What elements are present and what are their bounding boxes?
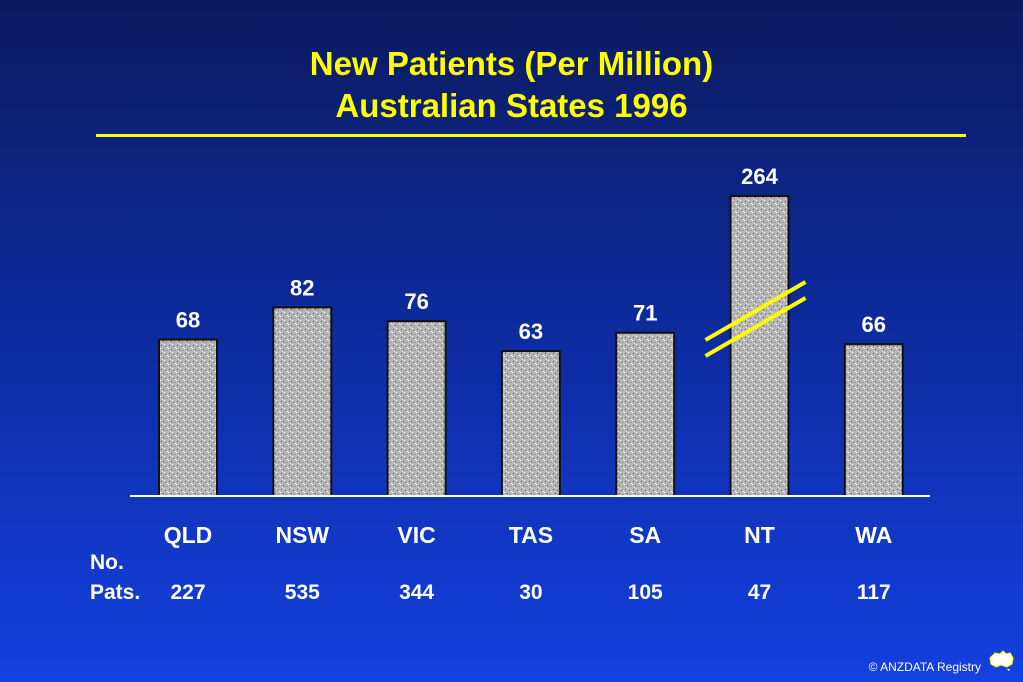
bar-sa	[615, 331, 676, 498]
category-label-sa: SA	[629, 522, 661, 548]
patients-count-wa: 117	[856, 581, 891, 604]
patients-count-qld: 227	[170, 581, 206, 604]
bar-nt	[729, 195, 790, 497]
australia-map-logo-icon	[987, 649, 1017, 676]
patients-count-vic: 344	[399, 581, 435, 604]
patients-row-label-line1: No.	[90, 551, 124, 574]
value-label-nt: 264	[741, 164, 778, 189]
value-label-qld: 68	[176, 308, 200, 333]
value-label-wa: 66	[862, 312, 886, 337]
title-underline	[96, 134, 966, 137]
patients-count-nt: 47	[747, 581, 772, 604]
bar-nsw	[272, 306, 333, 497]
bar-tas	[500, 350, 561, 497]
axis-break-line-1	[704, 280, 807, 342]
chart-subtitle: Australian States 1996	[335, 87, 688, 124]
patients-count-sa: 105	[627, 581, 663, 604]
category-label-wa: WA	[855, 522, 892, 548]
axis-break-line-2	[704, 296, 807, 358]
value-label-sa: 71	[633, 301, 657, 326]
category-label-vic: VIC	[397, 522, 435, 548]
bar-wa	[843, 343, 904, 498]
category-label-nsw: NSW	[275, 522, 329, 548]
copyright-text: © ANZDATA Registry	[868, 660, 981, 674]
patients-count-nsw: 535	[284, 581, 320, 604]
bar-qld	[158, 338, 218, 497]
value-label-nsw: 82	[290, 275, 314, 300]
chart-title: New Patients (Per Million)	[309, 45, 714, 82]
category-label-nt: NT	[744, 522, 775, 548]
value-label-tas: 63	[519, 319, 543, 344]
category-label-qld: QLD	[164, 522, 213, 548]
category-label-tas: TAS	[509, 522, 553, 548]
bar-vic	[386, 320, 447, 498]
value-label-vic: 76	[404, 289, 428, 314]
patients-count-tas: 30	[519, 581, 543, 604]
patients-row-label-line2: Pats.	[90, 581, 141, 604]
